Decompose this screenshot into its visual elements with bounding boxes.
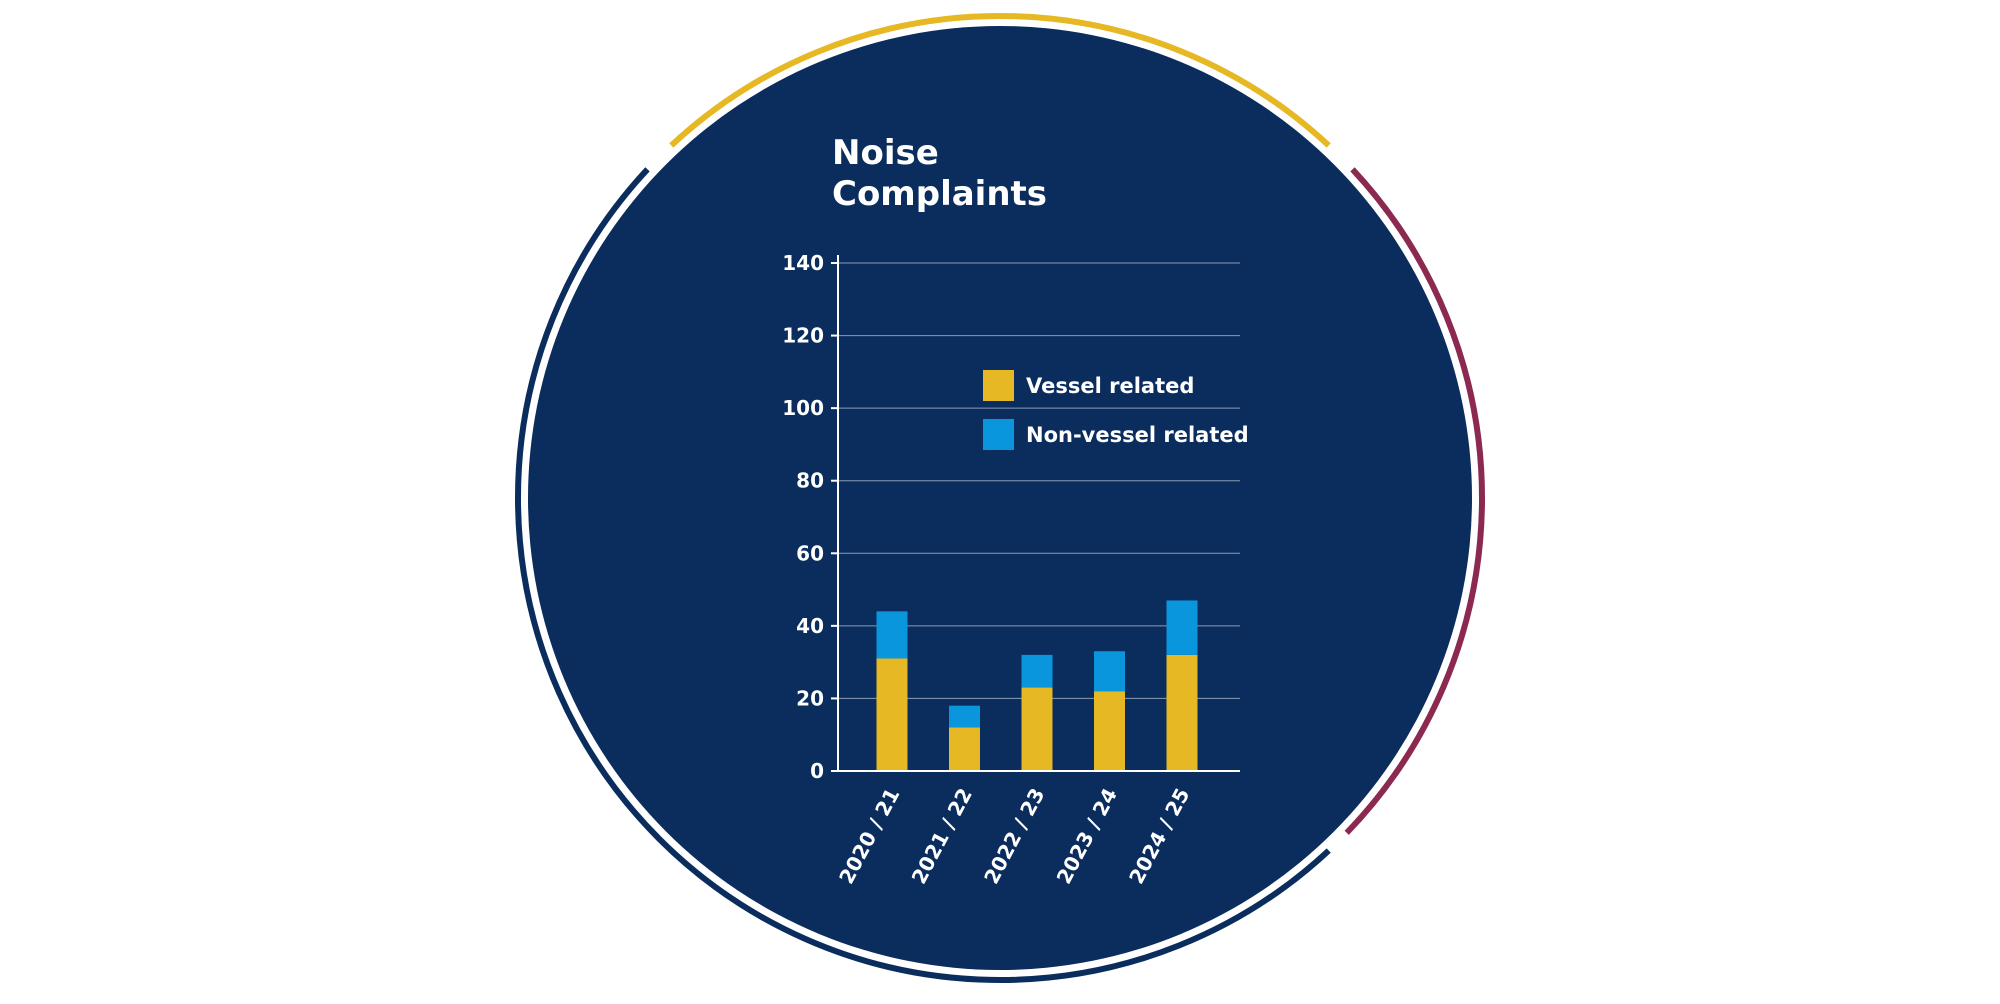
bar-non-vessel-3 bbox=[1094, 651, 1125, 692]
legend-label-non-vessel: Non-vessel related bbox=[1026, 423, 1249, 447]
y-tick-label: 60 bbox=[796, 541, 824, 565]
ring-arc-navy bbox=[515, 167, 1331, 983]
bar-vessel-3 bbox=[1094, 691, 1125, 771]
chart-title-line-1: Noise bbox=[832, 133, 939, 173]
y-tick-label: 80 bbox=[796, 469, 824, 493]
y-tick-label: 100 bbox=[782, 396, 824, 420]
y-tick-label: 40 bbox=[796, 614, 824, 638]
decorative-ring bbox=[515, 13, 1485, 983]
y-tick-label: 120 bbox=[782, 324, 824, 348]
chart-title-line-2: Complaints bbox=[832, 174, 1048, 214]
background-circle bbox=[528, 26, 1472, 970]
bar-non-vessel-2 bbox=[1021, 654, 1053, 688]
ring-arc-maroon bbox=[1344, 167, 1485, 835]
legend: Vessel related Non-vessel related bbox=[983, 370, 1249, 450]
bar-non-vessel-4 bbox=[1166, 600, 1198, 655]
bar-non-vessel-0 bbox=[876, 611, 908, 659]
y-tick-label: 0 bbox=[810, 759, 824, 783]
legend-swatch-vessel bbox=[983, 370, 1014, 401]
ring-arc-gold bbox=[669, 13, 1331, 148]
y-tick-label: 20 bbox=[796, 686, 824, 710]
legend-swatch-non-vessel bbox=[983, 419, 1014, 450]
chart-title: Noise Complaints bbox=[832, 133, 1047, 215]
bars bbox=[876, 600, 1198, 771]
bar-non-vessel-1 bbox=[949, 705, 980, 728]
legend-label-vessel: Vessel related bbox=[1026, 374, 1194, 398]
bar-vessel-2 bbox=[1021, 687, 1053, 771]
bar-vessel-1 bbox=[949, 727, 980, 771]
y-tick-label: 140 bbox=[782, 251, 824, 275]
bar-vessel-4 bbox=[1166, 654, 1198, 771]
bar-vessel-0 bbox=[876, 658, 908, 771]
